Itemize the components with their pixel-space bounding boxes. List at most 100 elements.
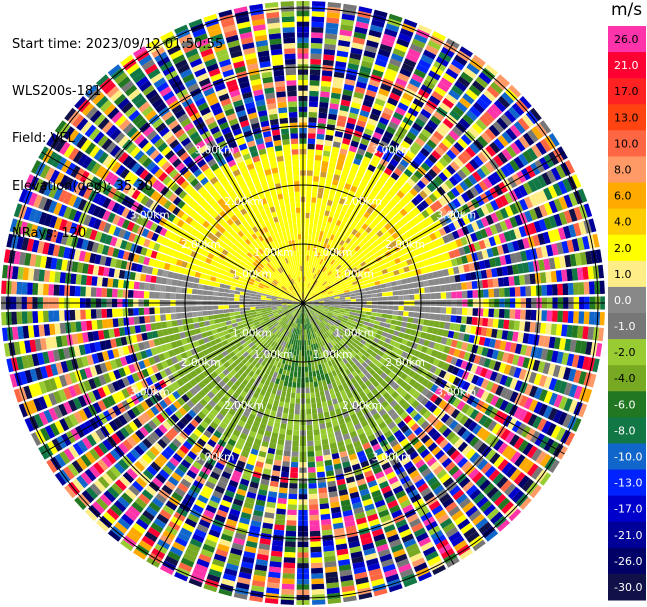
- velocity-gate: [360, 460, 370, 468]
- velocity-gate: [320, 513, 331, 520]
- velocity-gate: [338, 110, 349, 117]
- velocity-gate: [313, 303, 319, 305]
- velocity-gate: [339, 29, 353, 37]
- velocity-gate: [315, 337, 320, 343]
- velocity-gate: [391, 382, 400, 391]
- velocity-gate: [325, 378, 331, 385]
- velocity-gate: [448, 465, 460, 476]
- velocity-gate: [407, 201, 416, 210]
- velocity-gate: [351, 463, 361, 471]
- velocity-gate: [400, 424, 410, 434]
- velocity-gate: [390, 172, 400, 181]
- velocity-gate: [393, 429, 403, 439]
- velocity-gate: [406, 131, 417, 141]
- velocity-gate: [305, 282, 307, 288]
- velocity-gate: [323, 545, 335, 552]
- velocity-gate: [468, 84, 482, 97]
- velocity-gate: [371, 297, 378, 301]
- velocity-gate: [342, 216, 349, 224]
- velocity-gate: [323, 454, 332, 461]
- velocity-gate: [406, 83, 419, 93]
- velocity-gate: [317, 283, 323, 289]
- velocity-gate: [275, 449, 283, 456]
- velocity-gate: [389, 259, 396, 267]
- velocity-gate: [427, 154, 438, 164]
- velocity-gate: [567, 282, 574, 295]
- velocity-gate: [345, 237, 352, 244]
- velocity-gate: [329, 189, 336, 196]
- velocity-gate: [364, 241, 372, 248]
- velocity-gate: [313, 218, 319, 225]
- velocity-gate: [482, 482, 495, 495]
- velocity-gate: [440, 261, 448, 269]
- velocity-gate: [313, 298, 319, 301]
- velocity-gate: [578, 188, 588, 203]
- velocity-gate: [418, 59, 432, 70]
- velocity-gate: [318, 301, 325, 303]
- velocity-gate: [333, 174, 341, 181]
- velocity-gate: [325, 221, 331, 228]
- velocity-gate: [351, 135, 361, 143]
- velocity-gate: [465, 325, 472, 334]
- velocity-gate: [328, 310, 334, 314]
- velocity-gate: [325, 134, 334, 141]
- velocity-gate: [498, 362, 507, 374]
- velocity-gate: [327, 279, 333, 284]
- velocity-gate: [317, 336, 322, 343]
- velocity-gate: [371, 272, 378, 278]
- velocity-gate: [375, 333, 382, 340]
- velocity-gate: [543, 390, 553, 404]
- velocity-gate: [429, 135, 441, 145]
- velocity-gate: [304, 350, 307, 357]
- velocity-gate: [305, 313, 308, 319]
- velocity-gate: [325, 394, 332, 401]
- velocity-gate: [304, 249, 307, 256]
- velocity-gate: [314, 434, 321, 441]
- velocity-gate: [347, 319, 353, 324]
- velocity-gate: [514, 343, 523, 355]
- velocity-gate: [457, 457, 468, 468]
- velocity-gate: [477, 152, 488, 164]
- velocity-gate: [390, 185, 400, 194]
- velocity-gate: [448, 250, 456, 259]
- velocity-gate: [306, 430, 313, 436]
- velocity-gate: [347, 425, 356, 433]
- velocity-gate: [303, 292, 305, 298]
- velocity-gate: [413, 288, 420, 294]
- velocity-gate: [313, 256, 317, 263]
- velocity-gate: [347, 226, 354, 233]
- velocity-gate: [313, 268, 318, 274]
- velocity-gate: [364, 470, 374, 478]
- velocity-gate: [308, 311, 312, 317]
- velocity-gate: [283, 380, 289, 387]
- velocity-gate: [340, 24, 354, 32]
- velocity-gate: [456, 228, 465, 238]
- velocity-gate: [389, 538, 402, 548]
- velocity-gate: [397, 102, 409, 112]
- velocity-gate: [402, 402, 411, 411]
- velocity-gate: [511, 102, 525, 116]
- velocity-gate: [459, 97, 472, 109]
- velocity-gate: [384, 404, 393, 413]
- velocity-gate: [396, 434, 406, 443]
- velocity-gate: [349, 430, 358, 438]
- velocity-gate: [495, 385, 504, 396]
- velocity-gate: [496, 267, 503, 277]
- velocity-gate: [393, 194, 402, 203]
- velocity-gate: [462, 215, 471, 225]
- velocity-gate: [312, 296, 318, 299]
- velocity-gate: [478, 260, 486, 270]
- velocity-gate: [409, 552, 424, 563]
- velocity-gate: [301, 324, 303, 330]
- velocity-gate: [307, 282, 310, 288]
- velocity-gate: [387, 255, 394, 262]
- velocity-gate: [358, 114, 368, 123]
- velocity-gate: [328, 108, 338, 115]
- velocity-gate: [145, 323, 152, 332]
- velocity-gate: [558, 211, 568, 225]
- velocity-gate: [445, 93, 458, 105]
- velocity-gate: [406, 513, 419, 523]
- velocity-gate: [398, 305, 404, 311]
- velocity-gate: [285, 397, 291, 403]
- velocity-gate: [427, 476, 438, 487]
